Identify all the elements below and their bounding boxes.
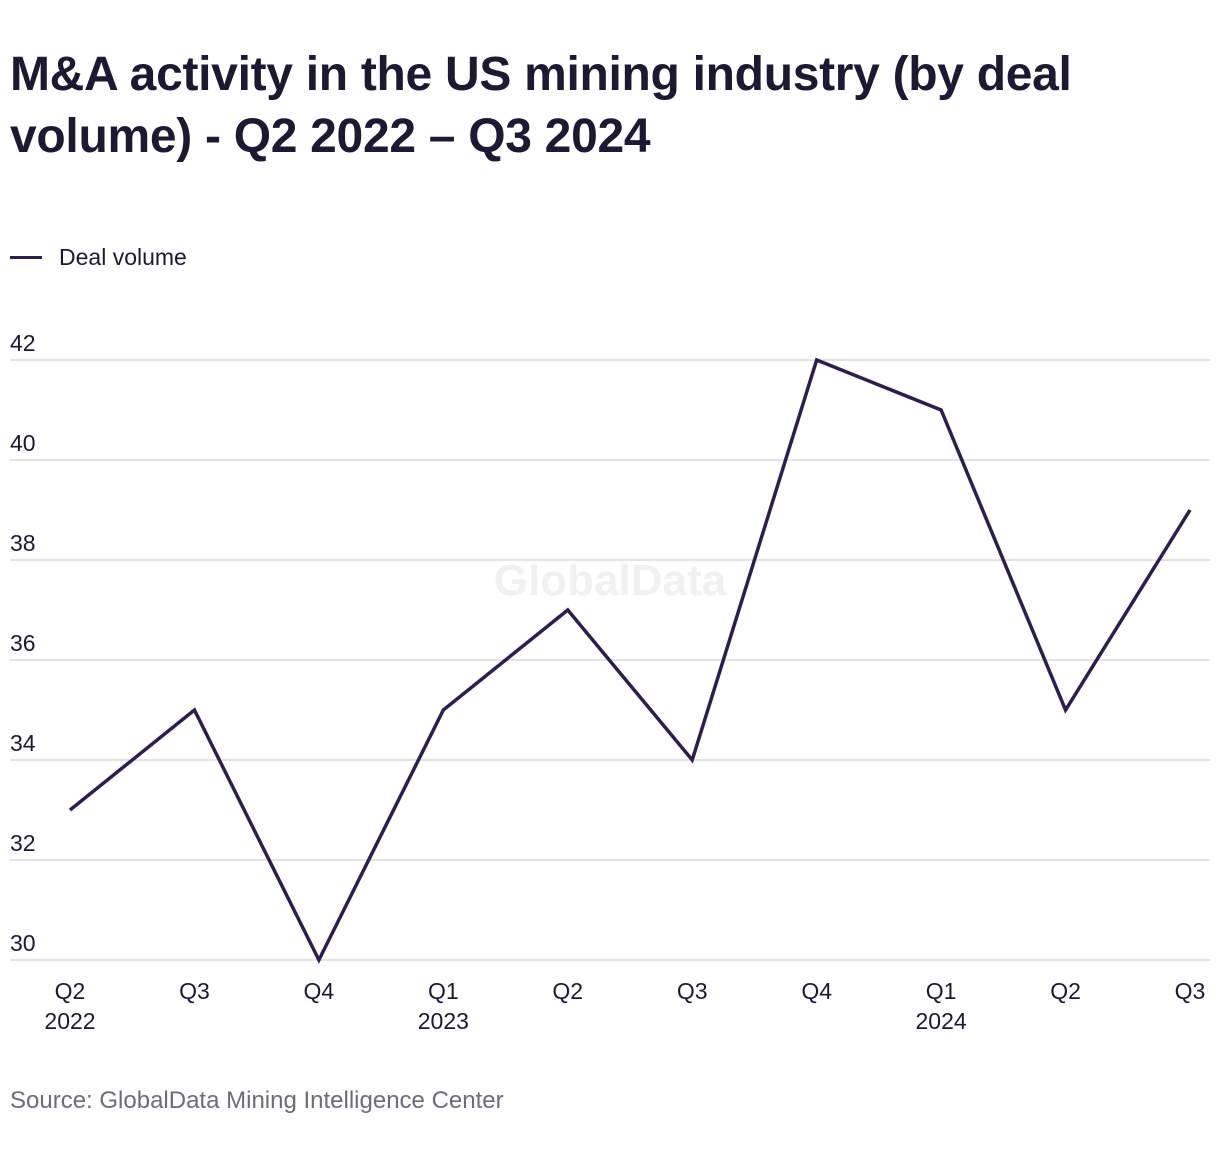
x-axis-ticks: Q2 2022 Q3 Q4 Q1 2023 Q2 Q3 Q4 Q1 2024 Q2 Q3	[44, 978, 1205, 1034]
y-tick-label-30: 30	[10, 930, 36, 956]
y-tick-label-32: 32	[10, 830, 36, 856]
x-tick-label-8: Q2	[1050, 978, 1081, 1004]
x-tick-year-0: 2022	[44, 1008, 95, 1034]
x-tick-label-1: Q3	[179, 978, 210, 1004]
x-tick-label-7: Q1	[926, 978, 957, 1004]
x-tick-label-5: Q3	[677, 978, 708, 1004]
source-note: Source: GlobalData Mining Intelligence C…	[10, 1087, 504, 1114]
legend: Deal volume	[10, 242, 187, 272]
x-tick-year-3: 2023	[418, 1008, 469, 1034]
x-tick-label-9: Q3	[1175, 978, 1206, 1004]
x-tick-label-0: Q2	[55, 978, 86, 1004]
x-tick-label-2: Q4	[304, 978, 335, 1004]
watermark: GlobalData	[494, 556, 727, 605]
y-tick-label-40: 40	[10, 430, 36, 456]
x-tick-label-4: Q2	[552, 978, 583, 1004]
y-tick-label-42: 42	[10, 330, 36, 356]
x-tick-label-6: Q4	[801, 978, 832, 1004]
series-line-0	[68, 357, 1192, 964]
y-tick-label-34: 34	[10, 730, 36, 756]
series-layer	[68, 357, 1192, 964]
legend-swatch-deal-volume	[10, 255, 42, 259]
y-axis-ticks: 30 32 34 36 38 40 42	[10, 330, 36, 956]
x-tick-label-3: Q1	[428, 978, 459, 1004]
chart-title: M&A activity in the US mining industry (…	[10, 48, 1072, 163]
y-tick-label-36: 36	[10, 630, 36, 656]
legend-label-deal-volume: Deal volume	[59, 243, 187, 270]
y-tick-label-38: 38	[10, 530, 36, 556]
x-tick-year-7: 2024	[916, 1008, 967, 1034]
